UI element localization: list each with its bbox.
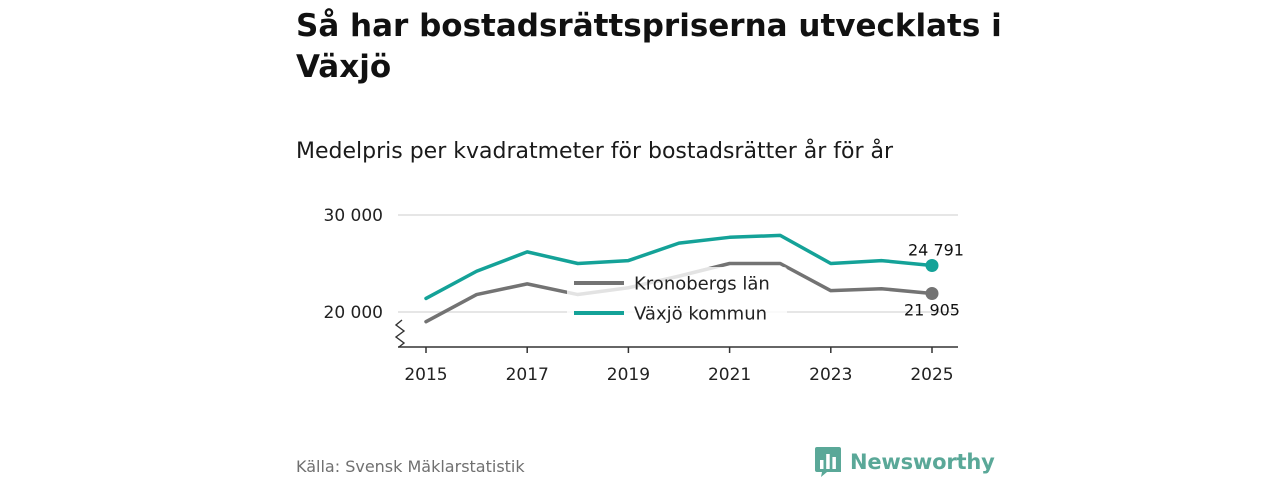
legend: Kronobergs län Växjö kommun xyxy=(567,267,787,331)
x-tick-label: 2015 xyxy=(404,365,447,385)
x-tick-label: 2025 xyxy=(910,365,953,385)
source-note: Källa: Svensk Mäklarstatistik xyxy=(296,457,525,476)
y-tick-label: 20 000 xyxy=(324,303,383,323)
x-tick-label: 2021 xyxy=(708,365,751,385)
axis-break-mark xyxy=(394,319,406,348)
gridlines: 20 000 30 000 xyxy=(324,206,958,323)
newsworthy-logo[interactable]: Newsworthy xyxy=(814,446,995,478)
vaxjo-kommun-end-point xyxy=(925,259,939,273)
legend-label-kronobergs-lan: Kronobergs län xyxy=(634,274,770,295)
chart-subtitle: Medelpris per kvadratmeter för bostadsrä… xyxy=(296,139,894,164)
x-tick-label: 2017 xyxy=(506,365,549,385)
brand-name: Newsworthy xyxy=(850,450,995,474)
kronobergs-lan-end-point xyxy=(925,287,939,301)
x-axis: 2015 2017 2019 2021 2023 2025 xyxy=(394,319,958,385)
kronobergs-lan-end-label: 21 905 xyxy=(904,301,960,320)
vaxjo-kommun-end-label: 24 791 xyxy=(908,241,964,260)
y-tick-label: 30 000 xyxy=(324,206,383,226)
end-labels: 24 791 21 905 xyxy=(904,241,964,320)
chart-title: Så har bostadsrättspriserna utvecklats i… xyxy=(296,8,1002,85)
legend-label-vaxjo-kommun: Växjö kommun xyxy=(634,304,767,325)
x-tick-label: 2023 xyxy=(809,365,852,385)
x-tick-label: 2019 xyxy=(607,365,650,385)
vaxjo-kommun-line xyxy=(424,233,934,301)
bar-chart-icon xyxy=(815,447,841,477)
